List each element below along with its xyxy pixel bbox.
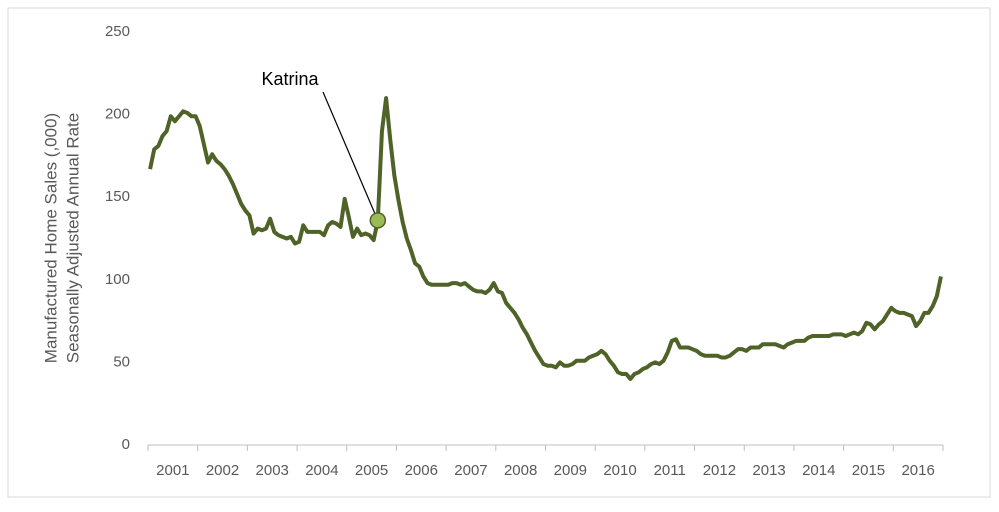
annotation-leader [322, 91, 376, 214]
x-tick-label: 2001 [156, 462, 189, 479]
x-tick-label: 2007 [454, 462, 487, 479]
x-tick-label: 2011 [654, 462, 686, 479]
y-axis-title: Seasonally Adjusted Annual Rate [63, 113, 82, 363]
x-tick-label: 2005 [355, 462, 388, 479]
y-tick-label: 150 [105, 188, 130, 205]
line-series [148, 96, 943, 381]
y-tick-label: 200 [105, 106, 130, 123]
y-tick-label: 100 [105, 271, 130, 288]
x-tick-label: 2002 [206, 462, 239, 479]
x-tick-label: 2004 [305, 462, 338, 479]
x-tick-label: 2014 [802, 462, 835, 479]
chart-frame [7, 7, 991, 498]
x-tick-label: 2013 [752, 462, 785, 479]
x-tick-label: 2015 [852, 462, 885, 479]
y-tick-label: 250 [105, 23, 130, 40]
x-tick-label: 2008 [504, 462, 537, 479]
annotation-marker [369, 212, 387, 229]
x-tick-label: 2009 [554, 462, 587, 479]
annotation-label: Katrina [261, 69, 319, 89]
x-tick-label: 2003 [256, 462, 289, 479]
x-tick-label: 2006 [405, 462, 438, 479]
y-tick-label: 0 [122, 436, 130, 453]
x-tick-label: 2016 [901, 462, 934, 479]
x-tick-label: 2012 [703, 462, 736, 479]
y-axis-title: Manufactured Home Sales (,000) [41, 113, 60, 363]
x-tick-label: 2010 [603, 462, 636, 479]
y-tick-label: 50 [113, 353, 130, 370]
